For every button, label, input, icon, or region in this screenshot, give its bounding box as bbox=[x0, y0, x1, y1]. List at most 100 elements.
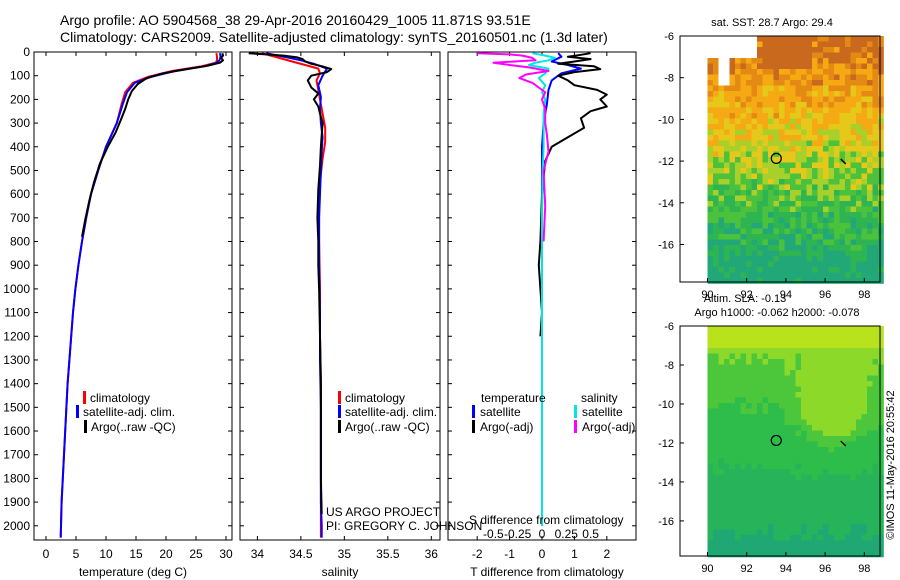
map-cell bbox=[878, 359, 884, 365]
map-cell bbox=[779, 272, 785, 279]
map-cell bbox=[773, 129, 780, 136]
map-cell bbox=[757, 140, 763, 147]
map-cell bbox=[718, 392, 725, 398]
map-cell bbox=[856, 491, 862, 497]
map-cell bbox=[724, 146, 730, 152]
map-cell bbox=[735, 184, 741, 191]
map-cell bbox=[746, 452, 752, 459]
map-cell bbox=[746, 353, 752, 360]
map-cell bbox=[757, 245, 763, 251]
map-cell bbox=[718, 63, 725, 70]
map-cell bbox=[823, 331, 829, 338]
map-cell bbox=[845, 245, 851, 251]
map-cell bbox=[713, 201, 719, 207]
x-tick-label: 2 bbox=[603, 547, 610, 561]
map-cell bbox=[839, 425, 846, 431]
map-cell bbox=[867, 485, 873, 492]
map-cell bbox=[757, 74, 763, 81]
map-cell bbox=[762, 245, 769, 251]
map-cell bbox=[724, 375, 730, 382]
map-cell bbox=[817, 529, 824, 536]
map-cell bbox=[861, 452, 868, 459]
map-cell bbox=[845, 386, 851, 393]
map-cell bbox=[850, 228, 857, 235]
map-cell bbox=[790, 124, 796, 130]
map-cell bbox=[839, 524, 846, 530]
map-cell bbox=[861, 239, 868, 246]
map-cell bbox=[713, 392, 719, 398]
map-cell bbox=[828, 507, 835, 514]
map-cell bbox=[740, 469, 747, 475]
map-cell bbox=[724, 217, 730, 224]
salinity-panel: 34 34.5 35 35.5 36 bbox=[239, 51, 441, 561]
map-cell bbox=[861, 157, 868, 163]
map-cell bbox=[839, 256, 846, 262]
map-cell bbox=[828, 278, 835, 284]
map-cell bbox=[757, 474, 763, 481]
map-cell bbox=[795, 256, 802, 262]
map-cell bbox=[861, 463, 868, 470]
map-cell bbox=[801, 146, 807, 152]
map-cell bbox=[768, 107, 774, 114]
map-cell bbox=[751, 41, 758, 48]
map-cell bbox=[806, 359, 813, 365]
map-cell bbox=[856, 118, 862, 125]
map-cell bbox=[801, 135, 807, 141]
map-cell bbox=[724, 206, 730, 213]
map-cell bbox=[806, 496, 813, 503]
map-cell bbox=[724, 436, 730, 442]
map-cell bbox=[707, 364, 714, 371]
map-cell bbox=[735, 430, 741, 437]
map-cell bbox=[845, 375, 851, 382]
map-cell bbox=[812, 408, 818, 415]
map-cell bbox=[856, 151, 862, 158]
map-cell bbox=[784, 425, 791, 431]
map-cell bbox=[861, 96, 868, 103]
map-cell bbox=[707, 239, 714, 246]
map-cell bbox=[812, 458, 818, 464]
map-cell bbox=[790, 162, 796, 169]
map-cell bbox=[718, 96, 725, 103]
map-cell bbox=[861, 518, 868, 525]
map-cell bbox=[757, 452, 763, 459]
map-cell bbox=[707, 513, 714, 519]
map-cell bbox=[845, 491, 851, 497]
map-cell bbox=[812, 267, 818, 273]
map-cell bbox=[828, 184, 835, 191]
map-cell bbox=[713, 381, 719, 387]
map-cell bbox=[724, 414, 730, 420]
map-cell bbox=[784, 353, 791, 360]
map-cell bbox=[718, 173, 725, 180]
map-cell bbox=[839, 370, 846, 376]
map-cell bbox=[823, 168, 829, 174]
map-cell bbox=[746, 507, 752, 514]
y-tick-label: 1900 bbox=[3, 495, 30, 509]
map-cell bbox=[735, 386, 741, 393]
map-cell bbox=[845, 256, 851, 262]
map-cell bbox=[845, 124, 851, 130]
argo-location-marker bbox=[770, 434, 782, 447]
map-cell bbox=[839, 41, 846, 48]
map-cell bbox=[839, 540, 846, 547]
map-cell bbox=[729, 491, 736, 497]
map-cell bbox=[828, 223, 835, 229]
map-cell bbox=[790, 491, 796, 497]
map-cell bbox=[707, 173, 714, 180]
map-cell bbox=[856, 463, 862, 470]
map-cell bbox=[828, 381, 835, 387]
map-cell bbox=[784, 348, 791, 354]
map-cell bbox=[872, 392, 879, 398]
map-cell bbox=[872, 419, 879, 426]
map-cell bbox=[812, 80, 818, 86]
map-cell bbox=[812, 261, 818, 268]
map-cell bbox=[867, 375, 873, 382]
map-cell bbox=[724, 491, 730, 497]
map-cell bbox=[724, 234, 730, 240]
map-cell bbox=[790, 212, 796, 218]
map-cell bbox=[773, 458, 780, 464]
map-cell bbox=[784, 140, 791, 147]
map-cell bbox=[784, 223, 791, 229]
map-cell bbox=[812, 474, 818, 481]
map-cell bbox=[762, 425, 769, 431]
map-cell bbox=[751, 419, 758, 426]
